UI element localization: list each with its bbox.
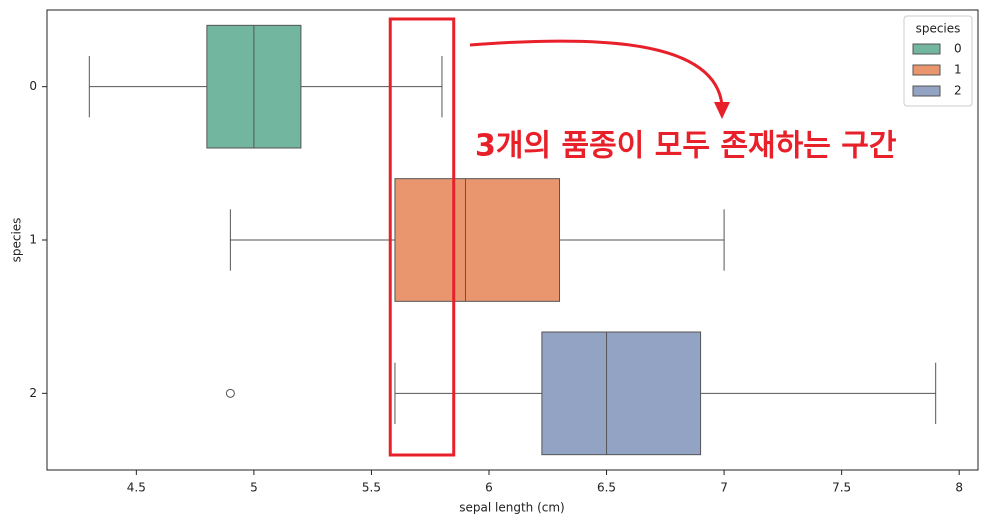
legend-swatch <box>912 64 941 76</box>
box <box>394 178 561 302</box>
y-tick-label: 0 <box>29 79 37 93</box>
legend-label: 1 <box>954 63 962 77</box>
x-tick-label: 8 <box>955 481 963 495</box>
x-axis-label: sepal length (cm) <box>459 501 564 515</box>
box <box>541 331 702 456</box>
x-tick-label: 6.5 <box>597 481 616 495</box>
legend: species 0 1 2 <box>903 15 973 107</box>
outlier <box>225 388 235 398</box>
arrow-head <box>714 102 730 119</box>
y-tick-label: 1 <box>29 233 37 247</box>
x-tick-label: 7 <box>720 481 728 495</box>
y-axis-label: species <box>10 218 24 263</box>
legend-swatch <box>912 43 941 55</box>
x-tick-label: 5 <box>250 481 258 495</box>
legend-title: species <box>916 22 961 36</box>
x-tick-label: 5.5 <box>362 481 381 495</box>
x-tick-label: 6 <box>485 481 493 495</box>
annotation-arrow <box>469 39 724 106</box>
legend-swatch <box>912 85 941 97</box>
plot-frame <box>46 9 979 471</box>
annotation: 3개의 품종이 모두 존재하는 구간 <box>475 129 897 164</box>
legend-frame <box>903 15 973 107</box>
highlight-box <box>388 17 456 457</box>
legend-label: 0 <box>954 42 962 56</box>
y-tick-label: 2 <box>29 386 37 400</box>
x-tick-label: 7.5 <box>832 481 851 495</box>
legend-label: 2 <box>954 84 962 98</box>
x-tick-label: 4.5 <box>127 481 146 495</box>
